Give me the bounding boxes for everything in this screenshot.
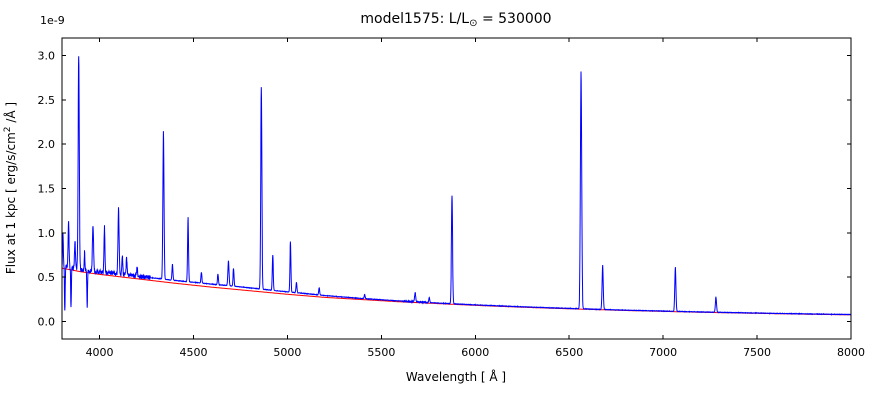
- x-tick-label: 6500: [555, 346, 583, 359]
- y-axis-label: Flux at 1 kpc [ erg/s/cm2 /Å ]: [3, 102, 18, 274]
- axis-ticks: 4000 4500 5000 5500 6000 6500 7000 7500 8000 0.0 0…: [38, 38, 865, 359]
- x-tick-label: 7000: [649, 346, 677, 359]
- data-layer: [62, 56, 851, 316]
- y-tick-label: 0.5: [38, 271, 56, 284]
- x-tick-label: 4000: [86, 346, 114, 359]
- y-tick-label: 1.0: [38, 227, 56, 240]
- x-tick-label: 5000: [273, 346, 301, 359]
- y-tick-label: 0.0: [38, 315, 56, 328]
- x-tick-label: 6000: [461, 346, 489, 359]
- sun-symbol: ⊙: [469, 18, 477, 29]
- y-tick-label: 3.0: [38, 50, 56, 63]
- y-offset-label: 1e-9: [40, 14, 65, 27]
- spectrum-line: [62, 56, 851, 316]
- y-axis-label-prefix: Flux at 1 kpc [ erg/s/cm: [4, 132, 18, 274]
- y-tick-label: 2.0: [38, 138, 56, 151]
- x-axis-label: Wavelength [ Å ]: [406, 369, 506, 384]
- x-tick-label: 5500: [367, 346, 395, 359]
- y-tick-label: 2.5: [38, 94, 56, 107]
- y-axis-label-suffix: /Å ]: [3, 102, 18, 127]
- chart-title-suffix: = 530000: [478, 11, 552, 27]
- chart-title: model1575: L/L⊙ = 530000: [360, 11, 551, 29]
- axes-border: [61, 37, 852, 340]
- x-tick-label: 7500: [743, 346, 771, 359]
- y-axis-label-sup: 2: [3, 126, 13, 132]
- chart-title-prefix: model1575: L/L: [360, 11, 469, 27]
- y-tick-label: 1.5: [38, 183, 56, 196]
- plot-area: [62, 38, 851, 339]
- x-tick-label: 8000: [837, 346, 865, 359]
- x-tick-label: 4500: [180, 346, 208, 359]
